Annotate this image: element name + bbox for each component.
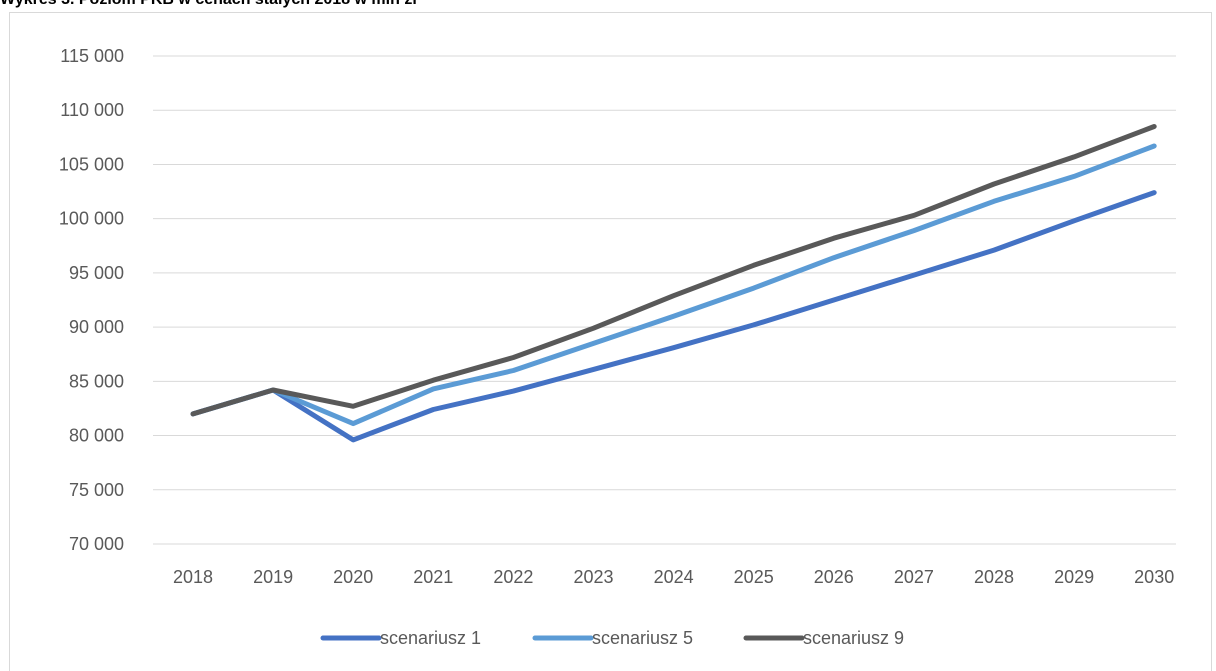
- x-tick-label: 2026: [814, 567, 854, 587]
- y-tick-label: 115 000: [60, 46, 124, 66]
- y-tick-label: 80 000: [69, 426, 124, 446]
- x-tick-label: 2025: [734, 567, 774, 587]
- legend: scenariusz 1 scenariusz 5 scenariusz 9: [320, 628, 904, 648]
- y-tick-label: 110 000: [60, 100, 124, 120]
- x-tick-label: 2028: [974, 567, 1014, 587]
- x-tick-label: 2022: [493, 567, 533, 587]
- gridlines: [153, 55, 1176, 545]
- y-tick-label: 75 000: [69, 480, 124, 500]
- x-tick-label: 2021: [413, 567, 453, 587]
- x-tick-label: 2018: [173, 567, 213, 587]
- series-line-2: [190, 143, 1157, 427]
- y-tick-label: 105 000: [59, 154, 124, 174]
- x-axis-ticks: 2018 2019 2020 2021 2022 2023 2024 2025 2026 2027…: [173, 567, 1174, 587]
- chart-frame: [9, 12, 1212, 671]
- x-tick-label: 2030: [1134, 567, 1174, 587]
- series-line-3: [190, 124, 1157, 417]
- y-tick-label: 85 000: [69, 371, 124, 391]
- y-axis-ticks: 70 000 75 000 80 000 85 000 90 000 95 000 100 …: [59, 46, 124, 554]
- x-tick-label: 2019: [253, 567, 293, 587]
- chart-title: Wykres 3. Poziom PKB w cenach stałych 20…: [0, 0, 417, 9]
- y-tick-label: 90 000: [69, 317, 124, 337]
- legend-label: scenariusz 1: [380, 628, 481, 648]
- y-tick-label: 70 000: [69, 534, 124, 554]
- x-tick-label: 2024: [654, 567, 694, 587]
- x-tick-label: 2023: [573, 567, 613, 587]
- legend-label: scenariusz 9: [803, 628, 904, 648]
- x-tick-label: 2029: [1054, 567, 1094, 587]
- y-tick-label: 95 000: [69, 263, 124, 283]
- series-lines: [190, 124, 1157, 443]
- y-tick-label: 100 000: [59, 209, 124, 229]
- x-tick-label: 2020: [333, 567, 373, 587]
- x-tick-label: 2027: [894, 567, 934, 587]
- legend-label: scenariusz 5: [592, 628, 693, 648]
- series-line-1: [190, 190, 1157, 443]
